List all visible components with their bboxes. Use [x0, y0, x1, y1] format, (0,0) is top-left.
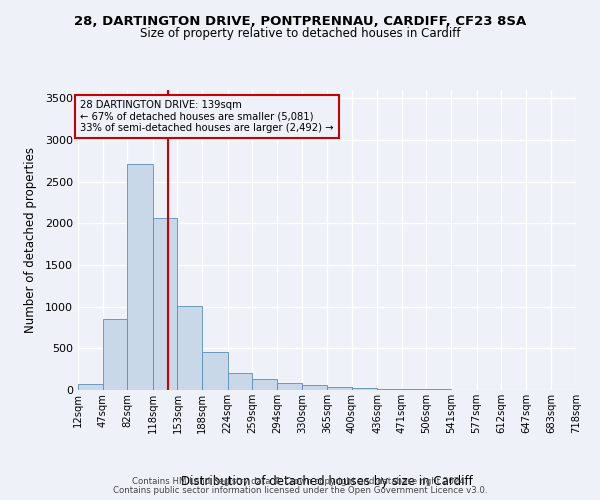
Text: 28 DARTINGTON DRIVE: 139sqm
← 67% of detached houses are smaller (5,081)
33% of : 28 DARTINGTON DRIVE: 139sqm ← 67% of det…	[80, 100, 334, 133]
Bar	[153, 218, 178, 390]
Bar	[127, 164, 153, 390]
Bar	[402, 389, 427, 390]
Bar	[202, 352, 227, 390]
Bar	[252, 379, 277, 390]
Text: Size of property relative to detached houses in Cardiff: Size of property relative to detached ho…	[140, 28, 460, 40]
Text: 28, DARTINGTON DRIVE, PONTPRENNAU, CARDIFF, CF23 8SA: 28, DARTINGTON DRIVE, PONTPRENNAU, CARDI…	[74, 15, 526, 28]
Y-axis label: Number of detached properties: Number of detached properties	[23, 147, 37, 333]
Bar	[302, 386, 327, 390]
Bar	[227, 373, 252, 390]
Bar	[277, 383, 302, 390]
Bar	[103, 319, 127, 390]
Bar	[178, 306, 202, 390]
Bar	[352, 388, 377, 390]
Bar	[78, 384, 103, 390]
X-axis label: Distribution of detached houses by size in Cardiff: Distribution of detached houses by size …	[181, 475, 473, 488]
Text: Contains public sector information licensed under the Open Government Licence v3: Contains public sector information licen…	[113, 486, 487, 495]
Bar	[327, 387, 352, 390]
Text: Contains HM Land Registry data © Crown copyright and database right 2024.: Contains HM Land Registry data © Crown c…	[132, 477, 468, 486]
Bar	[377, 389, 402, 390]
